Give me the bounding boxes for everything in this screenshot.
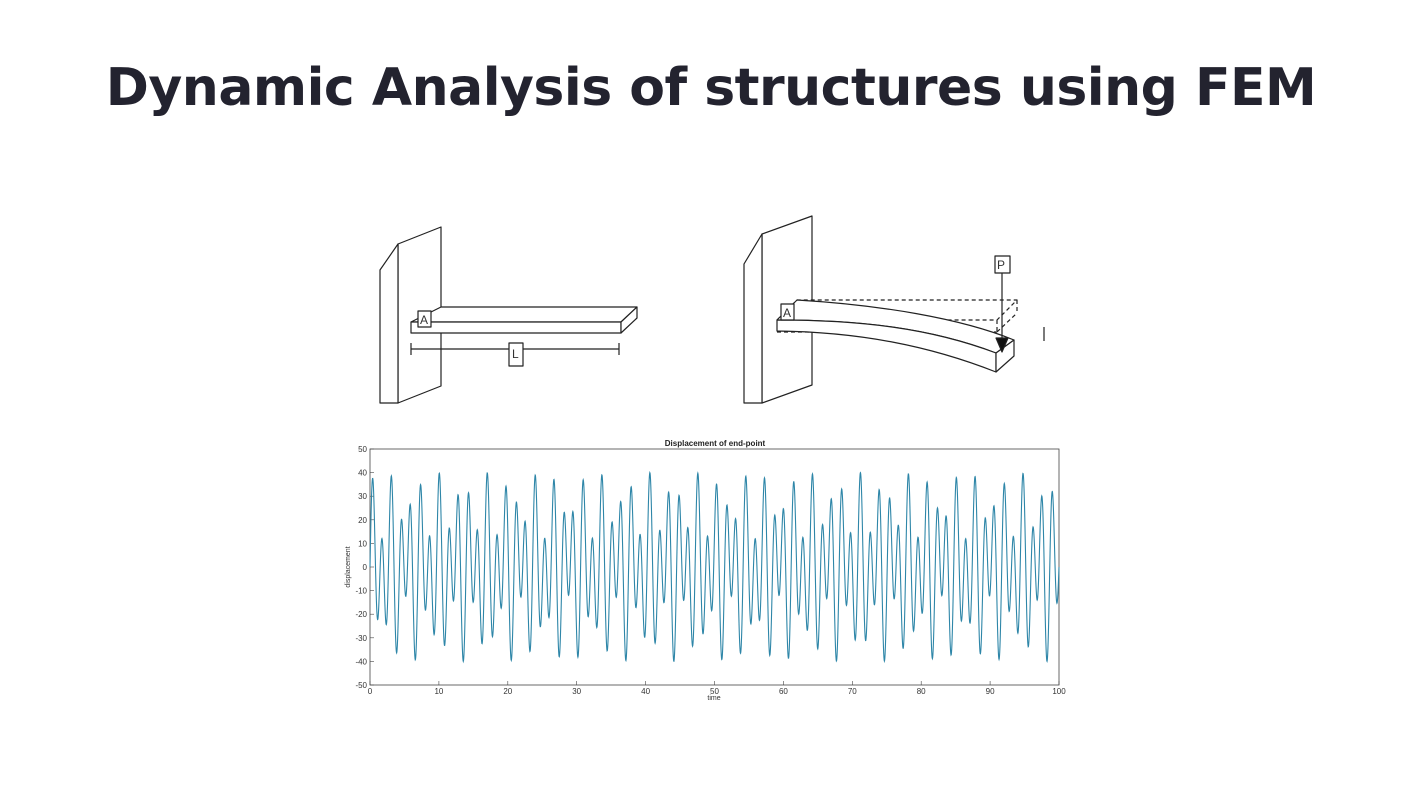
x-tick-label: 40 [641,687,650,696]
y-tick-label: 0 [363,563,368,572]
load-arrow [994,255,1011,353]
y-tick-label: 20 [358,516,367,525]
deflected-beam [776,299,1015,373]
x-tick-label: 20 [503,687,512,696]
x-tick-label: 70 [848,687,857,696]
y-tick-label: -50 [355,681,367,690]
point-a-marker-right [780,303,795,321]
point-a-label-left: A [420,313,428,327]
y-tick-label: 40 [358,469,367,478]
x-tick-label: 10 [434,687,443,696]
x-tick-label: 90 [986,687,995,696]
y-tick-label: 10 [358,539,367,548]
x-tick-label: 30 [572,687,581,696]
length-marker [508,342,524,367]
y-axis-title: displacement [345,546,352,587]
y-tick-label: 30 [358,492,367,501]
point-a-marker-left [417,310,432,328]
chart-title: Displacement of end-point [665,439,766,448]
y-tick-label: -40 [355,657,367,666]
point-a-label-right: A [783,306,791,320]
x-tick-label: 0 [368,687,373,696]
y-tick-label: -10 [355,587,367,596]
x-tick-label: 50 [710,687,719,696]
x-tick-label: 60 [779,687,788,696]
x-tick-label: 100 [1052,687,1066,696]
y-tick-label: -30 [355,634,367,643]
y-tick-label: 50 [358,445,367,454]
x-axis-title: time [707,695,720,702]
y-axis: -50 -40 -30 -20 -10 0 10 20 30 40 50 [355,445,374,690]
series-line [369,470,1060,664]
y-tick-label: -20 [355,610,367,619]
page-title: Dynamic Analysis of structures using FEM [105,58,1317,118]
load-label: P [997,258,1005,272]
length-label: L [512,347,519,361]
x-axis: 0 10 20 30 40 50 60 70 80 90 100 [368,681,1066,696]
cantilever-diagram: A L A P [379,215,1045,404]
x-tick-label: 80 [917,687,926,696]
